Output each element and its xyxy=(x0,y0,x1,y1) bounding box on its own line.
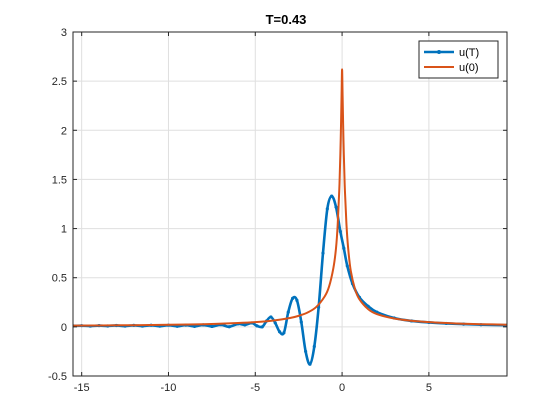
data-point xyxy=(286,310,290,314)
legend-box xyxy=(418,40,499,79)
data-point xyxy=(243,323,247,327)
x-tick-label: 5 xyxy=(426,382,432,394)
data-point xyxy=(273,321,277,325)
data-point xyxy=(282,331,286,335)
y-tick-label: 1 xyxy=(61,224,67,236)
data-point xyxy=(192,324,197,328)
data-point xyxy=(299,320,303,324)
data-point xyxy=(304,349,308,354)
data-point xyxy=(255,324,259,328)
data-point xyxy=(291,296,295,300)
x-tick-label: 0 xyxy=(339,382,345,394)
y-tick-label: 0 xyxy=(61,322,67,334)
legend-label: u(0) xyxy=(459,62,479,74)
data-point xyxy=(210,324,214,329)
data-point xyxy=(308,362,312,366)
data-point xyxy=(260,325,264,329)
data-point xyxy=(321,251,325,255)
data-point xyxy=(325,207,329,211)
y-tick-label: 1.5 xyxy=(52,174,67,186)
y-tick-label: 2 xyxy=(61,125,67,137)
y-tick-label: -0.5 xyxy=(48,371,67,383)
x-tick-label: -5 xyxy=(250,382,260,394)
data-point xyxy=(227,325,231,329)
data-point xyxy=(330,194,334,198)
axes-box xyxy=(72,31,508,377)
chart-title: T=0.43 xyxy=(266,12,307,27)
legend-label: u(T) xyxy=(459,47,479,59)
y-tick-label: 2.5 xyxy=(52,76,67,88)
data-point xyxy=(366,304,370,308)
axis-ticks xyxy=(73,31,507,377)
data-point xyxy=(269,315,273,319)
x-tick-label: -10 xyxy=(161,382,177,394)
y-tick-label: 3 xyxy=(61,27,67,39)
data-point xyxy=(338,229,342,234)
data-point xyxy=(277,330,282,334)
data-point xyxy=(334,205,338,209)
tick-labels: -15 -10 -5 0 5 -0.5 0 0.5 1 1.5 2 2.5 3 xyxy=(48,27,432,394)
legend[interactable]: u(T) u(0) xyxy=(418,40,499,79)
series-layer xyxy=(73,68,507,366)
data-point xyxy=(312,344,316,349)
y-tick-label: 0.5 xyxy=(52,273,67,285)
data-point xyxy=(345,264,349,268)
data-point xyxy=(342,246,346,250)
legend-marker xyxy=(437,50,441,54)
x-tick-label: -15 xyxy=(74,382,90,394)
series-line-u-0 xyxy=(73,68,507,327)
data-point xyxy=(295,298,299,302)
